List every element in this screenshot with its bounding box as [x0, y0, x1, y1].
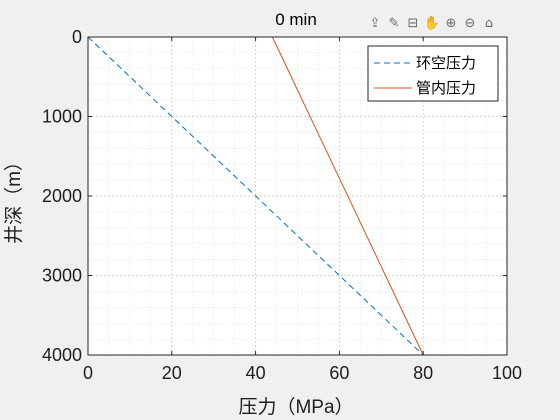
pan-hand-icon[interactable]: ✋: [423, 16, 441, 31]
y-tick-label: 2000: [42, 186, 82, 206]
y-tick-labels: 0 1000 2000 3000 4000: [42, 27, 82, 365]
y-tick-label: 4000: [42, 345, 82, 365]
x-tick-label: 100: [492, 363, 522, 383]
zoom-in-icon[interactable]: ⊕: [445, 16, 457, 31]
x-tick-label: 20: [162, 363, 182, 383]
y-axis-label: 井深（m）: [3, 152, 25, 244]
x-tick-label: 0: [83, 363, 93, 383]
zoom-out-icon[interactable]: ⊖: [464, 16, 476, 31]
chart-title: 0 min: [275, 10, 317, 29]
x-axis-label: 压力（MPa）: [238, 396, 353, 418]
brush-icon[interactable]: ✎: [388, 16, 400, 31]
y-tick-label: 3000: [42, 266, 82, 286]
tubing-pressure-line[interactable]: [271, 36, 424, 356]
legend[interactable]: 环空压力 管内压力: [367, 45, 499, 102]
export-icon[interactable]: ⇪: [369, 16, 381, 31]
data-tip-icon[interactable]: ⊟: [407, 16, 419, 31]
x-tick-label: 40: [246, 363, 266, 383]
ticks: [87, 36, 508, 356]
legend-label-tubing: 管内压力: [416, 80, 476, 97]
y-tick-label: 1000: [42, 107, 82, 127]
x-tick-label: 80: [413, 363, 433, 383]
home-icon[interactable]: ⌂: [484, 16, 494, 31]
y-tick-label: 0: [72, 27, 82, 47]
x-tick-label: 60: [329, 363, 349, 383]
axes-toolbar: ⇪ ✎ ⊟ ✋ ⊕ ⊖ ⌂: [367, 16, 497, 32]
legend-label-annulus: 环空压力: [416, 55, 476, 72]
annulus-pressure-line[interactable]: [87, 36, 424, 356]
series-layer: [87, 36, 424, 356]
legend-box: [367, 45, 499, 102]
x-tick-labels: 0 20 40 60 80 100: [83, 363, 522, 383]
